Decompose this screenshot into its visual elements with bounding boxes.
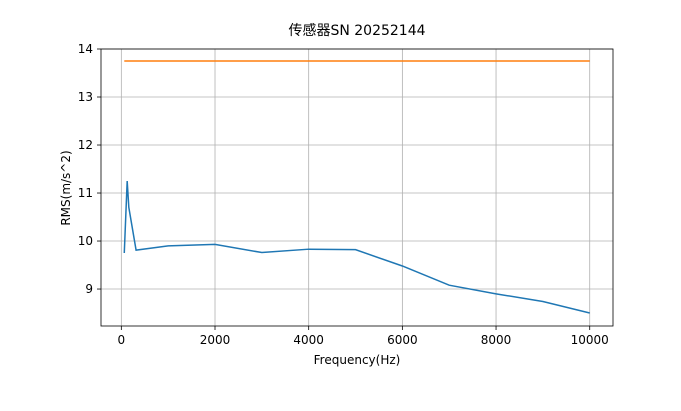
chart-title: 传感器SN 20252144 (288, 22, 425, 39)
x-axis-label: Frequency(Hz) (314, 353, 401, 367)
y-tick-label: 10 (78, 234, 93, 248)
y-tick-label: 14 (78, 42, 93, 56)
plot-frame (100, 48, 614, 327)
y-tick-label: 11 (78, 186, 93, 200)
x-tick-label: 10000 (571, 333, 609, 347)
x-tick-label: 0 (118, 333, 126, 347)
y-tick-label: 13 (78, 90, 93, 104)
x-tick-label: 2000 (200, 333, 231, 347)
x-tick-label: 8000 (481, 333, 512, 347)
y-tick-label: 12 (78, 138, 93, 152)
series-line (123, 180, 590, 314)
x-tick-label: 4000 (293, 333, 324, 347)
y-axis-label: RMS(m/s^2) (59, 150, 73, 225)
x-tick-label: 6000 (387, 333, 418, 347)
y-tick-label: 9 (85, 282, 93, 296)
